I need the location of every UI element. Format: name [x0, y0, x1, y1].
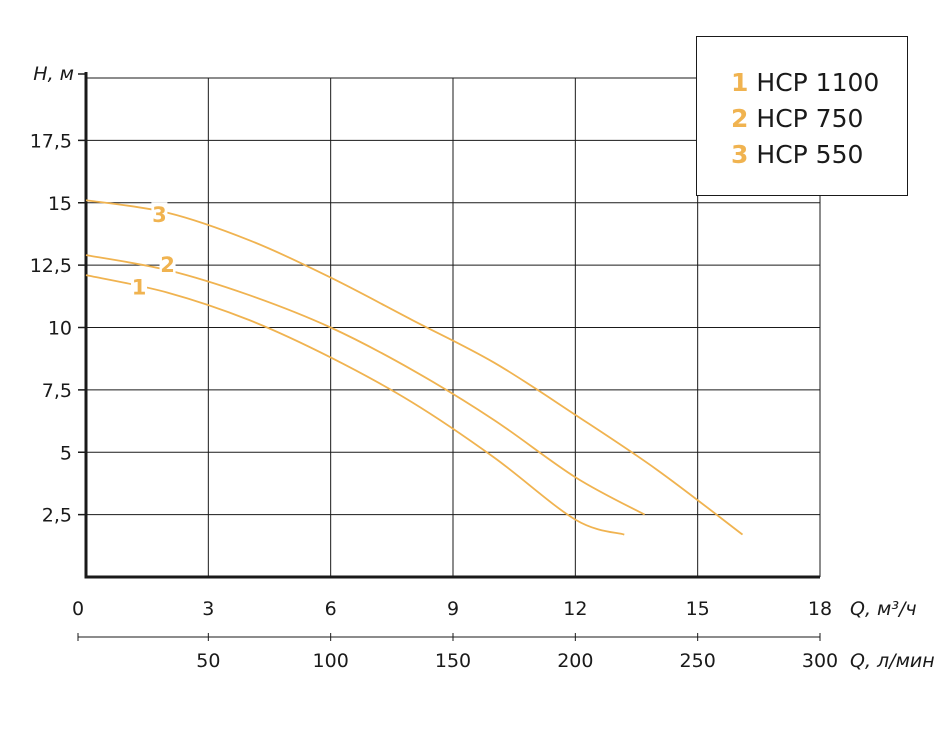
- y-tick-label: 2,5: [42, 505, 72, 527]
- y-tick-label: 15: [48, 193, 72, 215]
- curve-label-bg-3: [151, 202, 168, 225]
- curve-label-bg-2: [159, 252, 176, 275]
- x-tick-label: 0: [72, 598, 84, 620]
- secondary-x-tick-label: 200: [557, 650, 593, 672]
- y-tick-label: 5: [60, 442, 72, 464]
- legend-label-3: НСР 550: [756, 140, 864, 169]
- legend-num-2: 2: [731, 104, 749, 133]
- secondary-x-tick-label: 300: [802, 650, 838, 672]
- legend-label-1: НСР 1100: [756, 68, 880, 97]
- axes: [77, 72, 821, 641]
- legend-num-3: 3: [731, 140, 749, 169]
- curve-labels: 12 3: [131, 202, 176, 300]
- y-axis-unit: H, м: [33, 63, 74, 85]
- y-tick-label: 17,5: [30, 130, 72, 152]
- legend-item-2: 2 НСР 750: [731, 101, 879, 137]
- y-tick-label: 12,5: [30, 255, 72, 277]
- legend-num-1: 1: [731, 68, 749, 97]
- series-line-3: [85, 199, 744, 536]
- curve-label-1: 1: [132, 276, 147, 300]
- secondary-x-axis-unit: Q, л/мин: [850, 650, 935, 672]
- x-tick-label: 18: [808, 598, 832, 620]
- curve-label-2: 2: [160, 253, 175, 277]
- series-lines: [85, 199, 744, 536]
- curve-label-3: 3: [152, 203, 167, 227]
- series-line-1: [85, 274, 625, 536]
- secondary-x-tick-label: 150: [435, 650, 471, 672]
- x-tick-label: 6: [325, 598, 337, 620]
- legend: 1 НСР 1100 2 НСР 750 3 НСР 550: [696, 36, 908, 196]
- x-axis-unit: Q, м³/ч: [850, 598, 917, 620]
- curve-label-bg-1: [131, 274, 148, 297]
- x-tick-label: 12: [563, 598, 587, 620]
- y-tick-label: 10: [48, 318, 72, 340]
- y-tick-label: 7,5: [42, 380, 72, 402]
- secondary-x-tick-label: 100: [313, 650, 349, 672]
- secondary-x-tick-label: 50: [196, 650, 220, 672]
- x-tick-label: 3: [202, 598, 214, 620]
- secondary-x-tick-label: 250: [680, 650, 716, 672]
- legend-item-1: 1 НСР 1100: [731, 65, 879, 101]
- legend-item-3: 3 НСР 550: [731, 137, 879, 173]
- x-tick-label: 15: [686, 598, 710, 620]
- legend-list: 1 НСР 1100 2 НСР 750 3 НСР 550: [731, 65, 879, 173]
- legend-label-2: НСР 750: [756, 104, 864, 133]
- x-tick-label: 9: [447, 598, 459, 620]
